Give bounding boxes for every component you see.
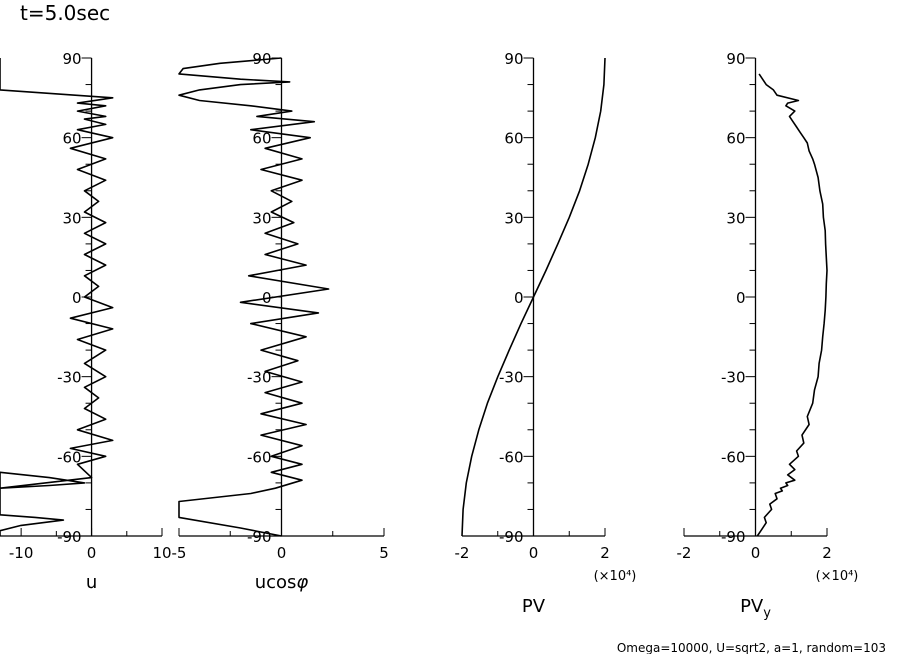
x-tick-label: 0: [277, 544, 287, 562]
y-tick-label: -60: [57, 448, 82, 466]
y-tick-label: 60: [504, 130, 523, 148]
y-tick-label: -60: [247, 448, 272, 466]
y-tick-label: -60: [499, 448, 524, 466]
u-panel: -90 -60 -30 0 30 60 90 -10 0 10 u: [0, 50, 172, 593]
x-tick-label: 5: [379, 544, 389, 562]
pv-panel: -90 -60 -30 0 30 60 90 -2 0 2 PV (×10⁴): [455, 50, 637, 617]
y-tick-label: -90: [721, 528, 746, 546]
x-multiplier-label: (×10⁴): [594, 569, 637, 584]
series-line: [461, 57, 606, 537]
y-tick-label: 90: [726, 50, 745, 68]
x-tick-label: 10: [152, 544, 171, 562]
x-tick-label: -10: [9, 544, 34, 562]
x-tick-label: -2: [677, 544, 692, 562]
x-tick-label: 2: [600, 544, 610, 562]
x-tick-label: -2: [455, 544, 470, 562]
y-tick-label: 90: [62, 50, 81, 68]
y-tick-label: -30: [247, 369, 272, 387]
y-tick-label: 30: [252, 209, 271, 227]
series-line: [178, 57, 330, 537]
y-tick-label: -60: [721, 448, 746, 466]
y-tick-label: 60: [252, 130, 271, 148]
y-tick-label: 0: [736, 289, 746, 307]
y-tick-label: 30: [504, 209, 523, 227]
pvy-panel: -90 -60 -30 0 30 60 90 -2 0 2 PVy (×10⁴): [677, 50, 859, 621]
y-tick-label: 0: [514, 289, 524, 307]
y-tick-label: 0: [72, 289, 82, 307]
series-line: [0, 58, 114, 536]
y-tick-label: 60: [62, 130, 81, 148]
y-tick-label: 30: [62, 209, 81, 227]
x-tick-label: 0: [529, 544, 539, 562]
x-multiplier-label: (×10⁴): [816, 569, 859, 584]
x-tick-label: 2: [822, 544, 832, 562]
x-tick-label: 0: [87, 544, 97, 562]
x-axis-label: ucosφ: [255, 572, 309, 593]
figure-title: t=5.0sec: [20, 1, 110, 25]
y-tick-label: 30: [726, 209, 745, 227]
y-tick-label: -30: [721, 369, 746, 387]
x-tick-label: 0: [751, 544, 761, 562]
x-tick-label: -5: [172, 544, 187, 562]
y-tick-label: 60: [726, 130, 745, 148]
x-axis-label-symbol: φ: [296, 572, 308, 593]
y-tick-label: -90: [499, 528, 524, 546]
x-axis-label: PVy: [740, 596, 771, 621]
x-axis-label: u: [86, 572, 97, 593]
y-tick-label: -90: [57, 528, 82, 546]
y-tick-label: 90: [504, 50, 523, 68]
x-axis-label-subscript: y: [763, 606, 771, 621]
x-axis-label: PV: [522, 596, 546, 617]
y-tick-label: -30: [499, 369, 524, 387]
y-tick-label: -30: [57, 369, 82, 387]
figure-footer: Omega=10000, U=sqrt2, a=1, random=103: [617, 641, 886, 654]
series-line: [756, 73, 828, 537]
